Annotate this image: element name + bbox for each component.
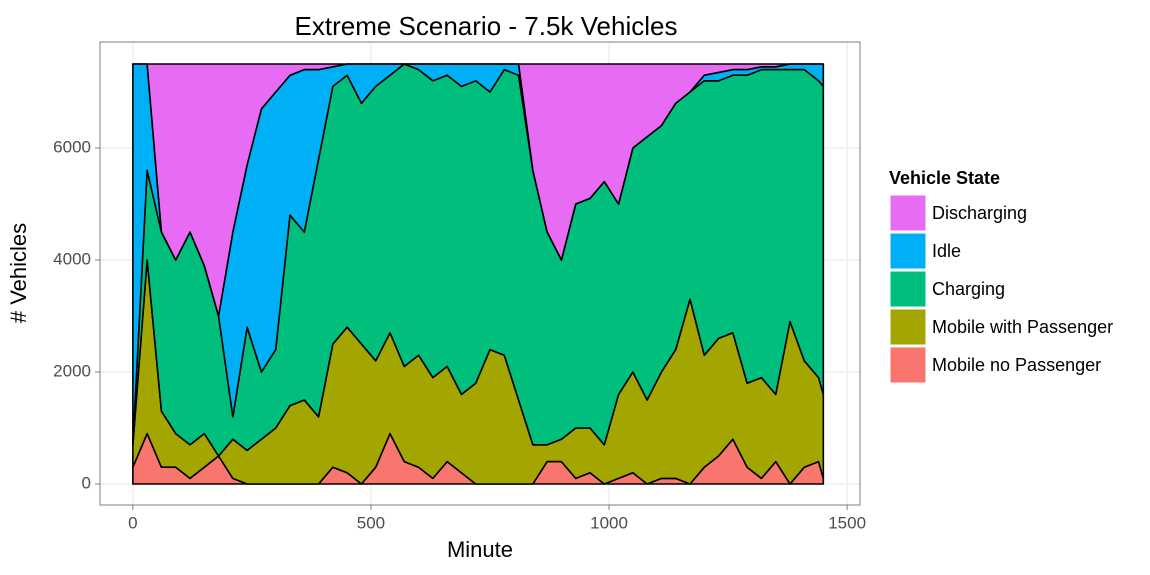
y-tick-label: 6000 — [53, 137, 91, 156]
legend-key — [889, 270, 927, 308]
legend-key — [889, 308, 927, 346]
x-tick-label: 0 — [128, 513, 137, 532]
x-axis-label: Minute — [447, 537, 513, 562]
panel-border — [99, 41, 861, 506]
legend-label: Idle — [932, 241, 961, 261]
legend-label: Charging — [932, 279, 1005, 299]
legend-label: Discharging — [932, 203, 1027, 223]
y-tick-label: 4000 — [53, 249, 91, 268]
x-tick-label: 1500 — [828, 513, 866, 532]
legend-label: Mobile no Passenger — [932, 355, 1101, 375]
legend-label: Mobile with Passenger — [932, 317, 1113, 337]
legend-key — [889, 346, 927, 384]
y-tick-label: 0 — [82, 473, 91, 492]
area — [132, 63, 825, 317]
x-tick-label: 1000 — [590, 513, 628, 532]
legend-title: Vehicle State — [889, 168, 1000, 188]
legend-key — [889, 194, 927, 232]
y-axis-label: # Vehicles — [6, 223, 31, 323]
x-tick-label: 500 — [357, 513, 385, 532]
legend-key — [889, 232, 927, 270]
y-tick-label: 2000 — [53, 361, 91, 380]
chart-title: Extreme Scenario - 7.5k Vehicles — [295, 11, 678, 41]
